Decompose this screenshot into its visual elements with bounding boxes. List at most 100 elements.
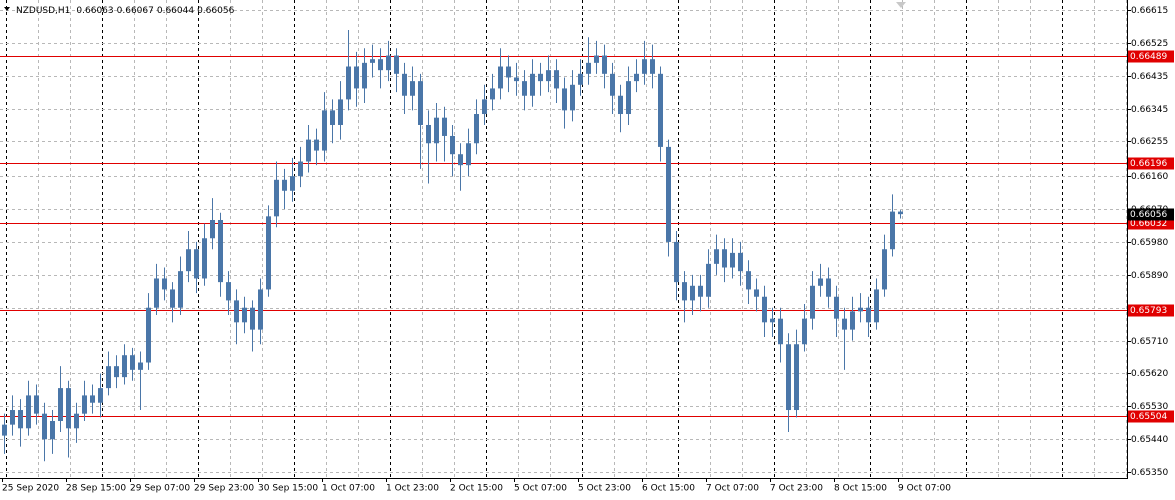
candle-body — [178, 271, 183, 308]
candle-body — [786, 344, 791, 411]
x-tick-label: 29 Sep 07:00 — [130, 484, 190, 494]
candle-body — [306, 139, 311, 162]
candle-body — [10, 410, 15, 425]
candle-body — [578, 73, 583, 85]
candle-body — [386, 55, 391, 71]
candle-body — [754, 289, 759, 297]
candle-body — [586, 62, 591, 74]
level-label-bg — [1128, 304, 1174, 317]
header: NZDUSD,H1 0.66063 0.66067 0.66044 0.66056 — [16, 6, 235, 16]
candle-body — [418, 81, 423, 125]
header-quote: 0.66056 — [197, 6, 234, 16]
candle-body — [106, 366, 111, 389]
y-tick-label: 0.65350 — [1131, 468, 1168, 478]
candle-body — [690, 285, 695, 301]
candle-body — [474, 114, 479, 144]
y-tick-label: 0.65530 — [1131, 402, 1168, 412]
menu-arrow[interactable] — [4, 7, 10, 11]
candle-body — [770, 318, 775, 323]
candle-body — [338, 99, 343, 125]
candle-body — [18, 410, 23, 429]
candle-body — [706, 263, 711, 297]
candle-body — [866, 307, 871, 323]
candle-body — [322, 110, 327, 151]
x-tick-label: 5 Oct 23:00 — [578, 484, 631, 494]
candle-body — [458, 154, 463, 166]
candle-body — [642, 59, 647, 74]
candle-body — [810, 285, 815, 319]
y-tick-label: 0.66615 — [1131, 6, 1168, 16]
level-label: 0.65504 — [1130, 412, 1167, 422]
x-tick-label: 6 Oct 15:00 — [642, 484, 695, 494]
candle-body — [34, 395, 39, 414]
candle-body — [546, 70, 551, 82]
candle-body — [130, 355, 135, 370]
candle-body — [490, 88, 495, 100]
candle-body — [346, 66, 351, 100]
candle-body — [378, 59, 383, 71]
candle-body — [2, 424, 7, 436]
x-tick-label: 7 Oct 07:00 — [706, 484, 759, 494]
candle-body — [522, 81, 527, 96]
candle-body — [610, 73, 615, 96]
candle-body — [442, 117, 447, 136]
symbol: NZDUSD,H1 — [16, 6, 70, 16]
candle-body — [530, 73, 535, 96]
candle-body — [826, 278, 831, 297]
candle-body — [434, 117, 439, 144]
candle-body — [146, 307, 151, 363]
candle-body — [818, 278, 823, 286]
candle-body — [738, 252, 743, 272]
candle-body — [674, 241, 679, 283]
candle-body — [274, 179, 279, 217]
candle-body — [538, 73, 543, 82]
candle-body — [778, 318, 783, 345]
candle-body — [202, 238, 207, 279]
candle-body — [162, 278, 167, 290]
candle-body — [330, 110, 335, 125]
candle-body — [226, 282, 231, 301]
candle-body — [626, 81, 631, 115]
candle-body — [482, 99, 487, 115]
candle-body — [250, 307, 255, 330]
candle-body — [154, 278, 159, 308]
candle-body — [850, 311, 855, 330]
candle-body — [802, 318, 807, 345]
y-tick-label: 0.65710 — [1131, 337, 1168, 347]
candle-body — [426, 124, 431, 144]
candle-body — [194, 249, 199, 279]
x-tick-label: 29 Sep 23:00 — [194, 484, 254, 494]
x-tick-label: 9 Oct 07:00 — [898, 484, 951, 494]
candle-body — [42, 413, 47, 440]
level-label-bg — [1128, 50, 1174, 63]
candle-body — [890, 211, 895, 250]
candle-body — [858, 307, 863, 312]
candle-body — [82, 395, 87, 414]
candle-body — [666, 146, 671, 242]
candle-body — [402, 73, 407, 96]
y-tick-label: 0.66345 — [1131, 105, 1168, 115]
x-tick-label: 28 Sep 15:00 — [66, 484, 126, 494]
header-quote: 0.66067 — [117, 6, 154, 16]
candle-body — [298, 161, 303, 177]
level-label: 0.65793 — [1130, 306, 1167, 316]
candle-body — [594, 55, 599, 63]
candle-body — [698, 285, 703, 297]
y-tick-label: 0.65440 — [1131, 435, 1168, 445]
candle-body — [682, 282, 687, 301]
candle-body — [882, 249, 887, 290]
y-tick-label: 0.65890 — [1131, 271, 1168, 281]
candle-body — [602, 55, 607, 74]
candle-body — [258, 289, 263, 330]
x-tick-label: 25 Sep 2020 — [2, 484, 59, 494]
x-tick-label: 30 Sep 15:00 — [258, 484, 318, 494]
x-tick-label: 2 Oct 15:00 — [450, 484, 503, 494]
header-quote: 0.66044 — [157, 6, 194, 16]
x-tick-label: 5 Oct 07:00 — [514, 484, 567, 494]
candle-body — [746, 271, 751, 290]
current-price-bg — [1128, 208, 1174, 221]
shift-marker — [896, 2, 906, 8]
y-tick-label: 0.66160 — [1131, 172, 1168, 182]
y-tick-label: 0.66255 — [1131, 137, 1168, 147]
